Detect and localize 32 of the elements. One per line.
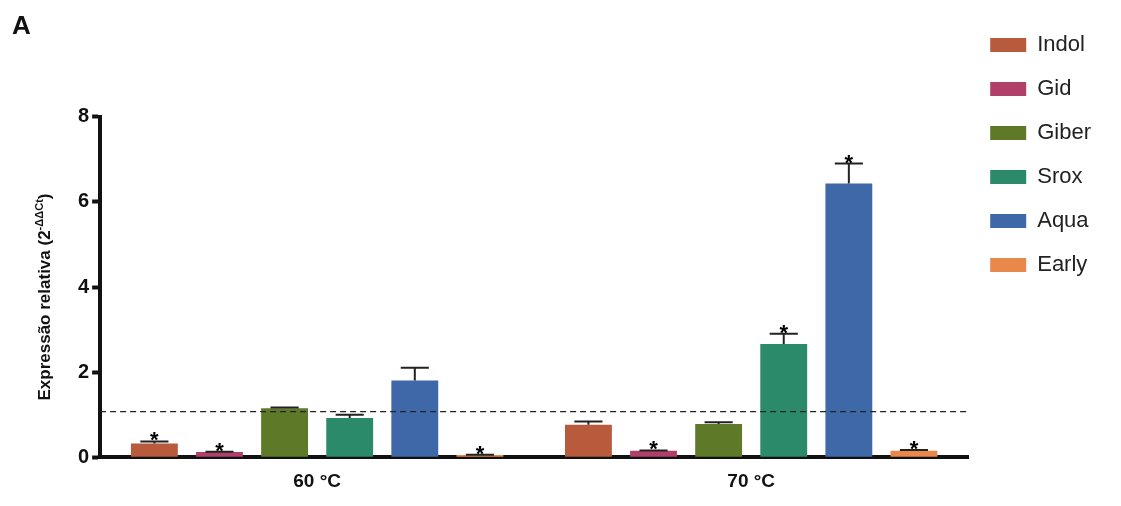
x-tick-label: 60 °C xyxy=(293,469,342,491)
legend-label: Gid xyxy=(1037,75,1072,101)
bar xyxy=(695,424,743,457)
legend-label: Indol xyxy=(1037,31,1085,57)
data-label: * xyxy=(475,440,485,466)
y-tick-label: 8 xyxy=(78,104,90,127)
bar xyxy=(825,183,873,457)
data-label: * xyxy=(779,319,789,345)
data-label: * xyxy=(649,436,659,462)
data-label: * xyxy=(150,427,160,453)
bar xyxy=(890,450,938,457)
legend-label: Srox xyxy=(1037,163,1083,189)
legend-label: Aqua xyxy=(1037,207,1090,233)
y-tick-label: 0 xyxy=(78,444,90,467)
data-label: * xyxy=(844,149,854,175)
y-tick-label: 2 xyxy=(78,359,90,382)
data-label: * xyxy=(909,435,919,461)
x-tick-label: 70 °C xyxy=(727,469,776,491)
y-axis-title: Expressão relativa (2-ΔΔCt) xyxy=(33,193,55,401)
bar xyxy=(760,344,808,457)
text: A xyxy=(12,10,31,41)
bar xyxy=(130,443,178,457)
bar xyxy=(391,380,439,457)
y-tick-label: 4 xyxy=(78,274,90,297)
data-label: * xyxy=(215,437,225,463)
bar xyxy=(261,408,309,457)
legend-label: Early xyxy=(1037,251,1088,277)
bar xyxy=(564,424,612,457)
bar xyxy=(326,418,374,457)
y-tick-label: 6 xyxy=(78,189,90,212)
legend-label: Giber xyxy=(1037,119,1091,145)
bar xyxy=(630,450,677,457)
